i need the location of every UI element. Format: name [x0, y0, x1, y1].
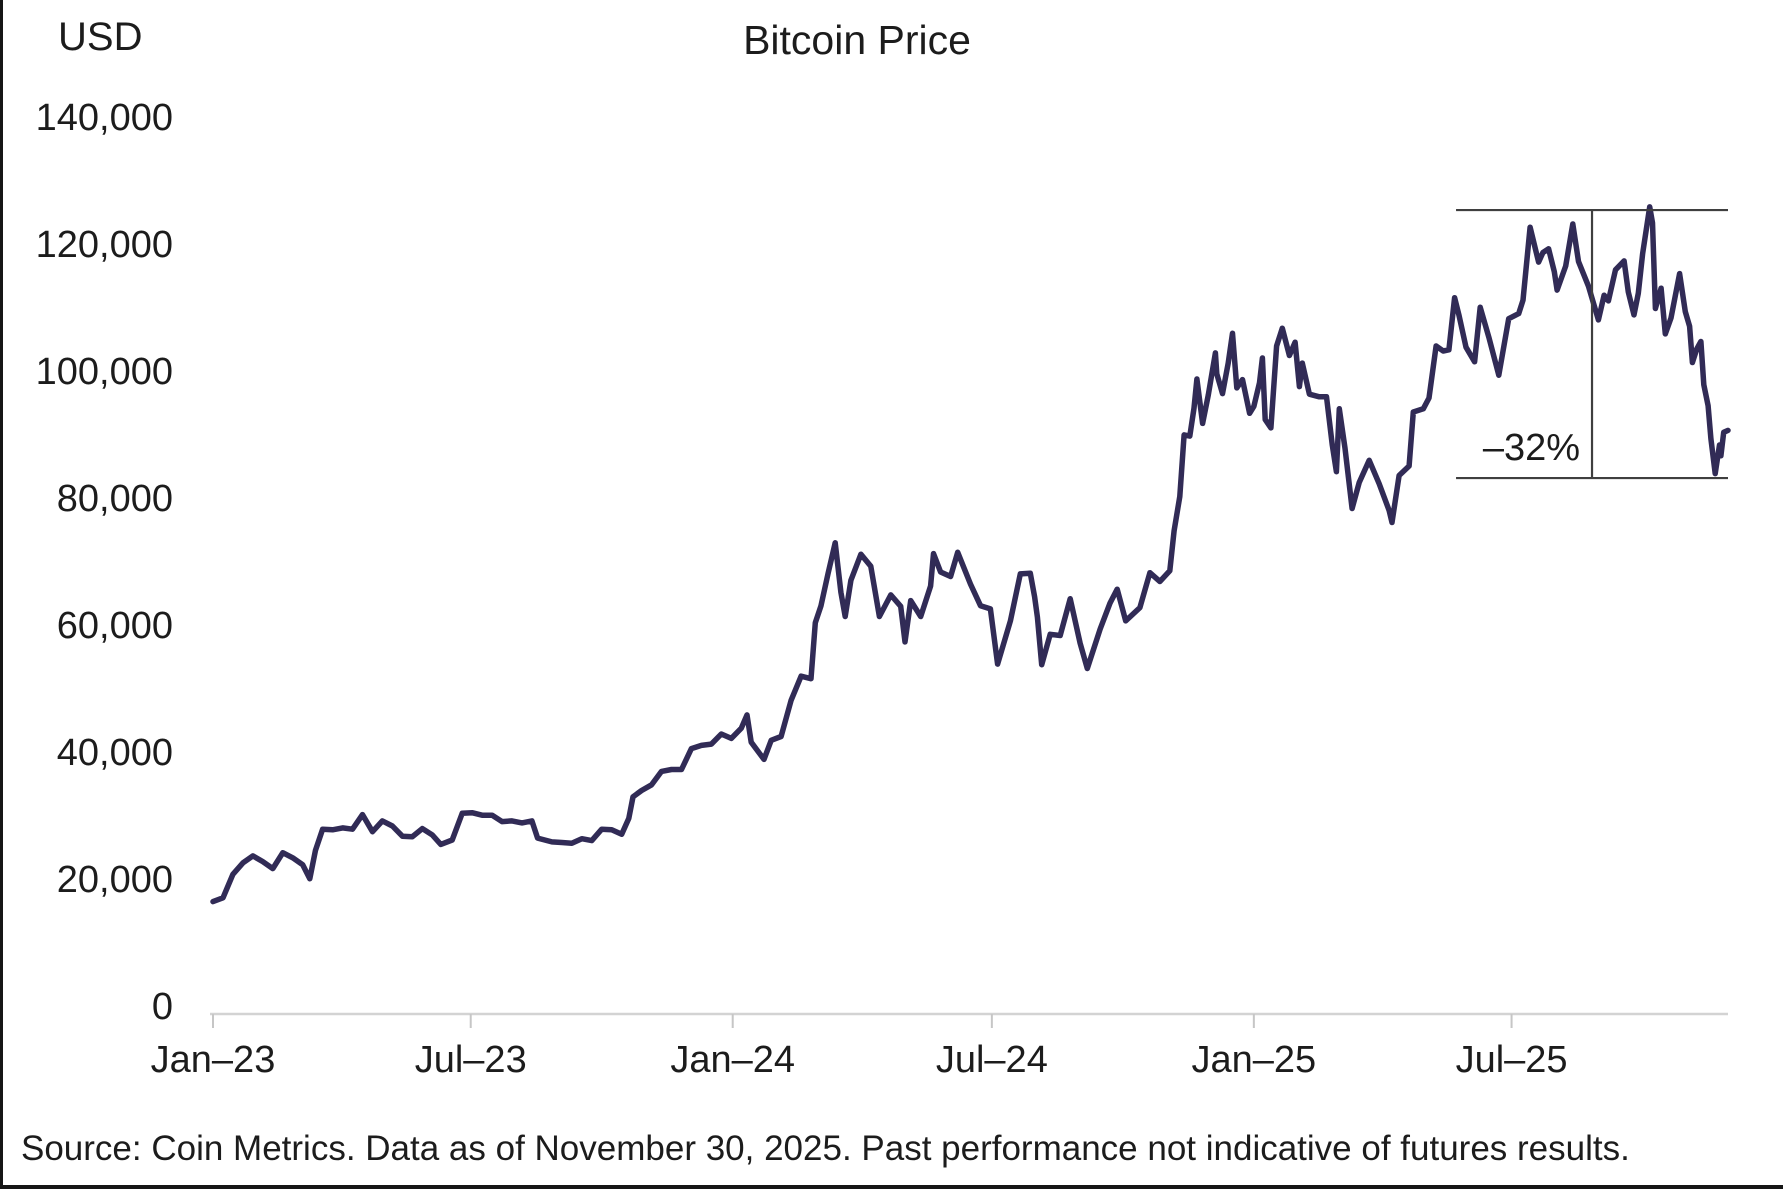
source-note: Source: Coin Metrics. Data as of Novembe…	[21, 1129, 1630, 1168]
price-line	[210, 204, 1731, 905]
price-line-chart	[210, 204, 1731, 1028]
drawdown-annotation-label: –32%	[1482, 427, 1581, 470]
y-axis-unit-label: USD	[58, 15, 143, 59]
chart-title: Bitcoin Price	[743, 17, 971, 63]
